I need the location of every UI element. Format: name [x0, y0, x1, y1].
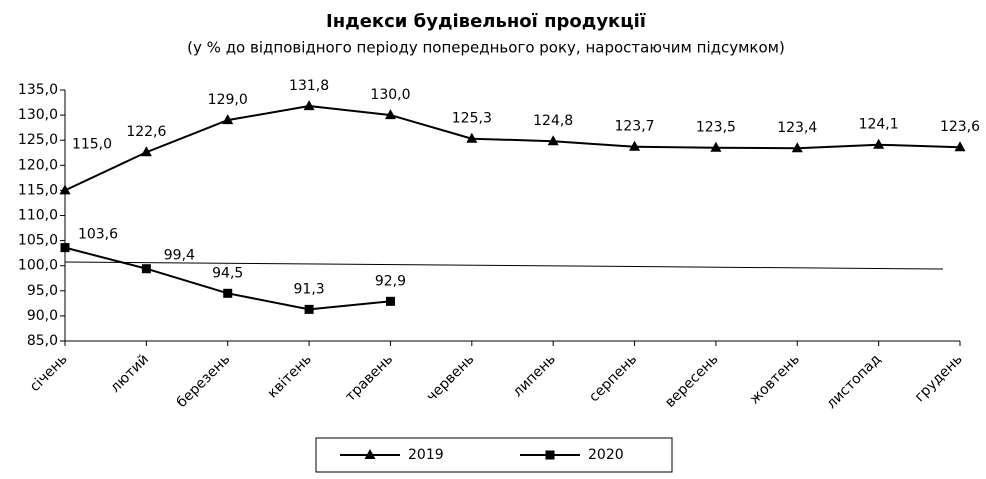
x-tick-label: липень [510, 351, 559, 400]
x-tick-label: березень [174, 351, 234, 411]
data-label: 125,3 [452, 111, 492, 127]
y-tick-label: 90,0 [27, 308, 58, 324]
y-tick-label: 95,0 [27, 283, 58, 299]
legend-box [315, 437, 673, 473]
data-label: 124,8 [533, 113, 573, 129]
point [873, 138, 885, 149]
data-label: 103,6 [78, 227, 118, 243]
point [303, 100, 315, 111]
point [385, 296, 395, 306]
point [954, 141, 966, 152]
data-label: 115,0 [72, 136, 112, 152]
data-label: 123,7 [614, 119, 654, 135]
x-tick-label: червень [424, 351, 478, 405]
legend-marker [364, 449, 376, 459]
point [304, 304, 314, 314]
data-label: 123,5 [696, 120, 736, 136]
point [466, 132, 478, 143]
reference-line [64, 261, 944, 270]
data-label: 124,1 [859, 117, 899, 133]
point [59, 184, 71, 195]
data-label: 99,4 [164, 248, 195, 264]
legend-marker [545, 450, 555, 460]
y-tick-label: 105,0 [18, 233, 58, 249]
x-tick-label: грудень [912, 351, 966, 405]
data-label: 129,0 [208, 92, 248, 108]
y-tick-label: 125,0 [18, 132, 58, 148]
point [384, 109, 396, 120]
x-tick-label: травень [342, 351, 396, 405]
y-tick-label: 120,0 [18, 157, 58, 173]
data-label: 122,6 [126, 124, 166, 140]
x-tick-label: лютий [107, 351, 152, 396]
y-tick-label: 110,0 [18, 208, 58, 224]
data-label: 94,5 [212, 265, 243, 281]
x-tick-label: серпень [586, 351, 640, 405]
legend-label: 2020 [588, 447, 624, 463]
x-tick-label: вересень [662, 351, 721, 410]
y-tick-label: 100,0 [18, 258, 58, 274]
y-tick-label: 135,0 [18, 82, 58, 98]
data-label: 91,3 [294, 281, 325, 297]
data-label: 130,0 [370, 87, 410, 103]
data-label: 123,4 [777, 120, 817, 136]
chart-subtitle: (у % до відповідного періоду попередньог… [187, 39, 785, 57]
x-tick-label: квітень [265, 351, 315, 401]
y-tick-label: 85,0 [27, 333, 58, 349]
point [60, 243, 70, 253]
point [547, 135, 559, 146]
point [629, 140, 641, 151]
series-line [64, 105, 961, 192]
y-tick-label: 130,0 [18, 107, 58, 123]
legend-label: 2019 [408, 447, 444, 463]
y-tick-label: 115,0 [18, 182, 58, 198]
point [222, 114, 234, 125]
point [140, 146, 152, 157]
chart-title: Індекси будівельної продукції [326, 11, 646, 32]
point [223, 288, 233, 298]
data-label: 131,8 [289, 78, 329, 94]
data-label: 123,6 [940, 119, 980, 135]
x-tick-label: жовтень [747, 351, 803, 407]
x-tick-label: листопад [824, 351, 885, 412]
point [710, 141, 722, 152]
data-label: 92,9 [375, 273, 406, 289]
point [791, 142, 803, 153]
point [141, 264, 151, 274]
x-tick-label: січень [27, 351, 71, 395]
